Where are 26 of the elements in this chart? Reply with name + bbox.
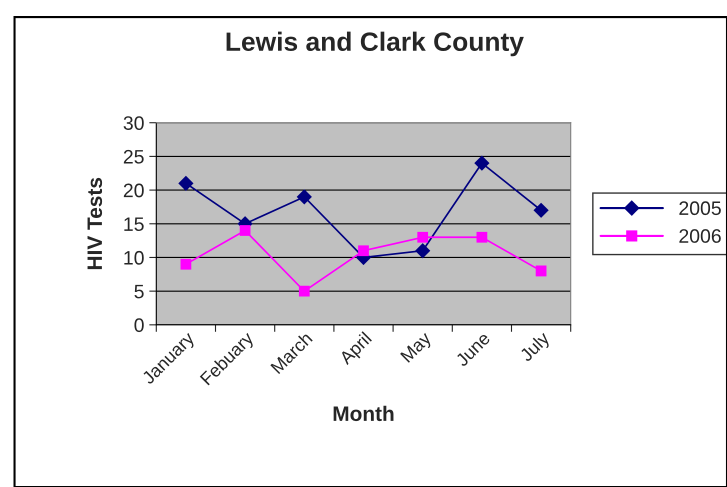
y-tick-label: 10 bbox=[124, 250, 144, 265]
y-tick-label: 5 bbox=[134, 284, 144, 298]
point bbox=[298, 286, 310, 297]
y-axis-title: HIV Tests bbox=[88, 178, 102, 270]
point bbox=[296, 189, 312, 204]
y-tick-label: 25 bbox=[124, 150, 144, 164]
y-tick-label: 30 bbox=[124, 116, 144, 130]
point bbox=[476, 232, 488, 243]
y-tick-label: 0 bbox=[134, 318, 144, 332]
point bbox=[415, 243, 430, 258]
y-tick-label: 20 bbox=[124, 184, 144, 198]
point bbox=[536, 266, 546, 276]
point bbox=[178, 176, 194, 191]
legend-label: 2005 bbox=[679, 201, 721, 216]
x-axis-title: Month bbox=[334, 406, 394, 422]
point bbox=[180, 258, 192, 270]
chart-title: Lewis and Clark County bbox=[226, 32, 524, 56]
x-tick-label: May bbox=[400, 330, 435, 366]
point bbox=[358, 245, 369, 256]
y-tick-label: 15 bbox=[124, 217, 144, 232]
point bbox=[417, 232, 428, 243]
point bbox=[474, 156, 490, 171]
legend-label: 2006 bbox=[679, 229, 721, 243]
point bbox=[240, 225, 250, 236]
x-tick-label: July bbox=[518, 330, 553, 365]
point bbox=[534, 202, 548, 218]
